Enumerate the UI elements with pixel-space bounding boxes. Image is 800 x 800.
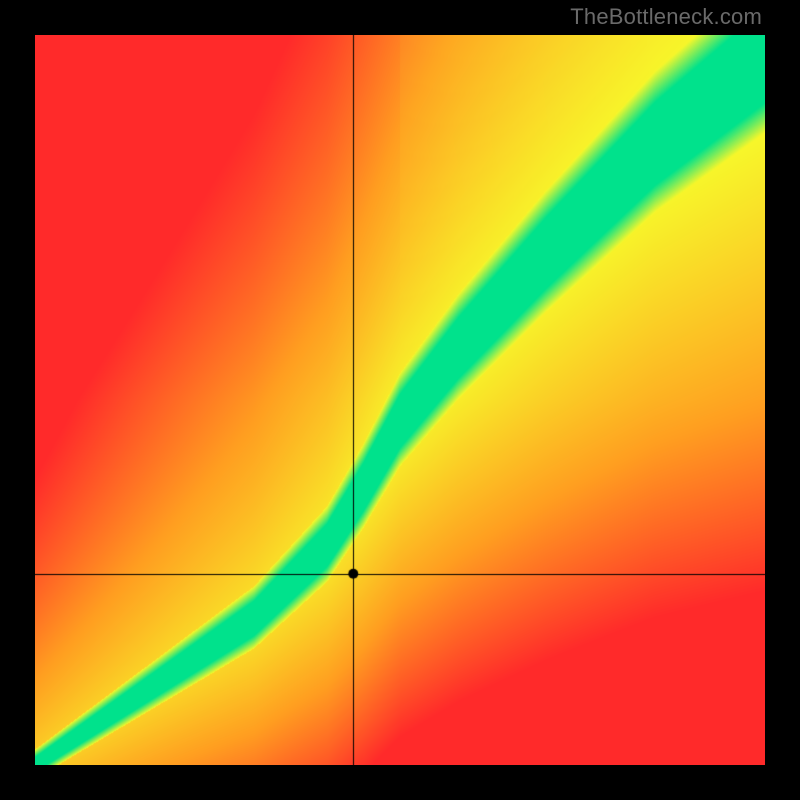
watermark-text: TheBottleneck.com [570, 4, 762, 30]
chart-frame [35, 35, 765, 765]
bottleneck-heatmap [35, 35, 765, 765]
